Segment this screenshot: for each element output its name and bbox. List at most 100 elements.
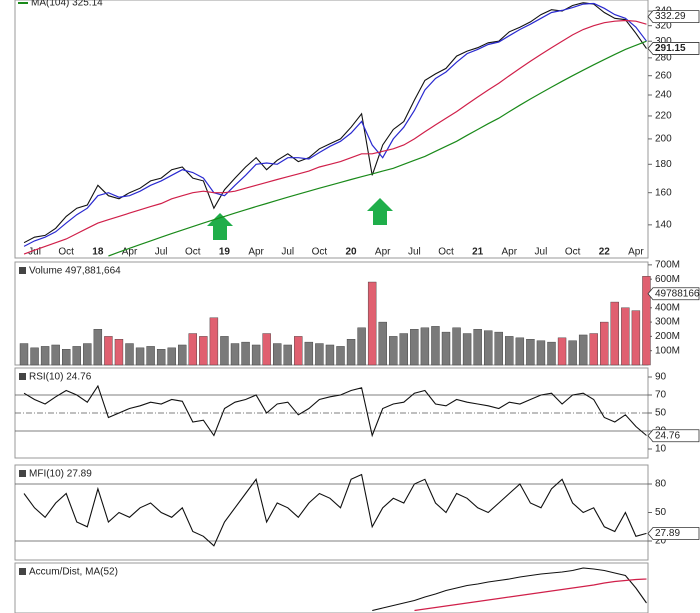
series-line <box>414 579 646 611</box>
volume-bar <box>578 334 588 366</box>
panel-title: Accum/Dist, MA(52) <box>29 567 118 578</box>
volume-bar <box>515 337 525 366</box>
volume-bar <box>526 339 535 366</box>
value-box <box>647 10 700 24</box>
legend-swatch <box>19 373 26 380</box>
volume-bar <box>621 307 630 366</box>
y-tick-label: 240 <box>655 90 672 101</box>
arrow <box>367 198 393 225</box>
volume-bar <box>178 344 187 366</box>
volume-bar <box>146 346 155 366</box>
y-tick-label: 100M <box>655 345 680 356</box>
series-line <box>372 568 646 611</box>
y-tick-label: 300 <box>655 36 672 47</box>
volume-bar <box>114 339 124 366</box>
legend-swatch <box>19 470 26 477</box>
x-tick-label: Jul <box>281 247 294 258</box>
x-tick-label: Jul <box>408 247 421 258</box>
volume-bar <box>568 340 577 366</box>
volume-bar <box>462 333 472 366</box>
x-tick-label: Apr <box>248 247 264 258</box>
legend-swatch <box>19 267 26 274</box>
last-value-label: 332.29 <box>655 11 686 22</box>
y-tick-label: 600M <box>655 274 680 285</box>
volume-bar <box>420 327 430 366</box>
x-tick-label: 19 <box>219 247 231 258</box>
volume-bar <box>304 341 314 366</box>
volume-bar <box>589 333 598 366</box>
y-tick-label: 80 <box>655 479 667 490</box>
volume-bar <box>547 341 556 366</box>
y-tick-label: 180 <box>655 159 672 170</box>
volume-bar <box>473 329 482 366</box>
legend-label: MA(104) 325.14 <box>31 0 103 9</box>
x-tick-label: Jul <box>155 247 168 258</box>
volume-bar <box>167 347 176 366</box>
panel-frame <box>14 562 649 613</box>
volume-bar <box>125 343 134 366</box>
volume-bar <box>399 333 408 366</box>
panel-title: RSI(10) 24.76 <box>29 372 92 383</box>
volume-bar <box>30 347 39 366</box>
volume-bar <box>557 337 567 366</box>
volume-bar <box>642 276 651 366</box>
volume-bar <box>199 336 208 366</box>
x-tick-label: 18 <box>92 247 104 258</box>
value-box <box>647 42 700 55</box>
volume-bar <box>156 349 166 366</box>
volume-bar <box>441 331 451 366</box>
value-box <box>647 429 700 443</box>
x-tick-label: Oct <box>185 247 201 258</box>
volume-bar <box>315 343 324 366</box>
y-tick-label: 90 <box>655 372 667 383</box>
volume-bar <box>505 336 514 366</box>
x-tick-label: 22 <box>599 247 611 258</box>
panel-frame <box>14 0 649 259</box>
last-value-label: 24.76 <box>655 430 680 441</box>
y-tick-label: 300M <box>655 317 680 328</box>
last-value-label: 497881664 <box>655 288 700 299</box>
x-tick-label: Oct <box>58 247 74 258</box>
volume-bar <box>325 344 335 366</box>
x-tick-label: Apr <box>502 247 518 258</box>
series-line <box>24 475 647 546</box>
volume-bar <box>600 321 609 366</box>
last-value-label: 27.89 <box>655 528 680 539</box>
volume-bar <box>283 344 292 366</box>
y-tick-label: 140 <box>655 219 672 230</box>
volume-bar <box>357 327 366 366</box>
volume-bar <box>241 341 250 366</box>
volume-bar <box>346 339 356 366</box>
x-tick-label: Apr <box>628 247 644 258</box>
y-tick-label: 200 <box>655 134 672 145</box>
volume-bar <box>220 336 229 366</box>
y-tick-label: 220 <box>655 111 672 122</box>
volume-bar <box>452 327 461 366</box>
series-line <box>24 21 647 255</box>
volume-bar <box>262 333 271 366</box>
volume-bar <box>51 344 60 366</box>
x-tick-label: Oct <box>312 247 328 258</box>
x-tick-label: Jul <box>28 247 41 258</box>
volume-bar <box>188 333 198 366</box>
volume-bar <box>536 340 546 366</box>
volume-bar <box>610 301 619 366</box>
volume-bar <box>484 330 493 366</box>
volume-bar <box>431 326 440 366</box>
y-tick-label: 400M <box>655 302 680 313</box>
value-box <box>647 527 700 540</box>
volume-bar <box>336 346 345 366</box>
y-tick-label: 200M <box>655 331 680 342</box>
series-line <box>24 386 647 436</box>
volume-bar <box>378 321 387 366</box>
x-tick-label: Apr <box>375 247 391 258</box>
x-tick-label: Oct <box>438 247 454 258</box>
volume-bar <box>104 336 113 366</box>
volume-bar <box>494 331 503 366</box>
panel-title: MFI(10) 27.89 <box>29 469 92 480</box>
volume-bar <box>40 346 50 366</box>
volume-bar <box>209 317 219 366</box>
volume-bar <box>251 344 261 366</box>
series-line <box>24 3 647 243</box>
